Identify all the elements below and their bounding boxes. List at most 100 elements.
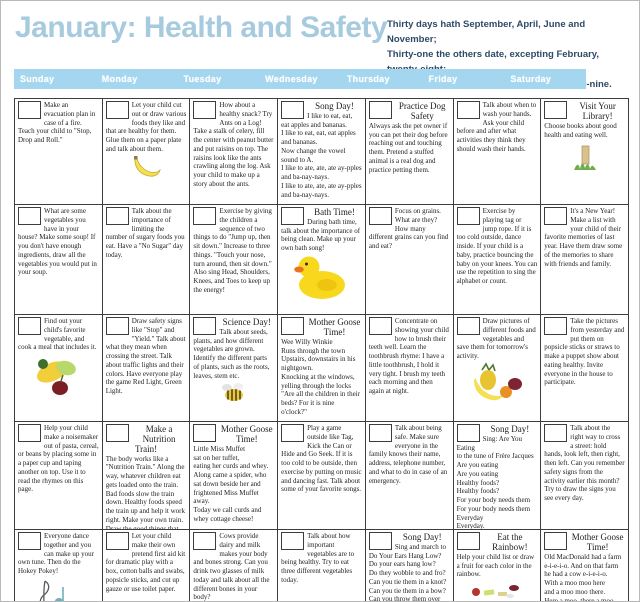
cell-activity-text: Little Miss Muffet sat on her tuffet, ea…: [193, 444, 269, 523]
date-box: [368, 207, 392, 225]
cell-activity-text: Talk about seeds, plants, and how differ…: [193, 327, 270, 380]
date-box: [105, 207, 129, 225]
calendar-cell: Take the pictures from yesterday and put…: [541, 315, 629, 422]
bee-icon: [193, 381, 274, 405]
calendar-cell: Mother Goose Time! Little Miss Muffet sat…: [190, 422, 279, 530]
calendar-cell: Make a Nutrition Train! The body works li…: [102, 422, 191, 530]
cell-activity-text: How about a healthy snack? Try Ants on a…: [193, 101, 274, 188]
cell-activity-text: Take the pictures from yesterday and put…: [544, 317, 625, 387]
cell-activity-text: Let your child cut out or draw various f…: [105, 101, 187, 153]
calendar-grid: Make an evacuation plan in case of a fir…: [14, 98, 629, 602]
date-box: [193, 532, 217, 550]
fruits-icon: [457, 362, 538, 406]
date-box: [544, 317, 568, 335]
date-box: [281, 101, 305, 119]
calendar-cell: Make an evacuation plan in case of a fir…: [15, 99, 103, 205]
date-box: [18, 532, 41, 550]
cell-activity-text: Sing and march to Do Your Ears Hang Low?…: [368, 542, 447, 602]
date-box: [456, 101, 480, 119]
date-box: [544, 532, 568, 550]
date-box: [105, 424, 129, 442]
date-box: [368, 532, 392, 550]
date-box: [18, 101, 41, 119]
cell-activity-text: During bath time, talk about the importa…: [281, 217, 361, 253]
cell-activity-text: Draw pictures of different foods and veg…: [456, 317, 536, 360]
cell-activity-text: Find out your child's favorite vegetable…: [18, 317, 97, 352]
date-box: [544, 207, 568, 225]
calendar-cell: Find out your child's favorite vegetable…: [15, 315, 103, 422]
calendar-cell: Visit Your Library! Choose books about go…: [541, 99, 629, 205]
cell-activity-text: Everyone dance together and you can make…: [18, 532, 94, 575]
calendar-cell: Help your child make a noisemaker out of…: [15, 422, 103, 530]
calendar-cell: Cows provide dairy and milk makes your b…: [190, 530, 279, 601]
date-box: [281, 424, 305, 442]
cell-activity-text: Talk about being safe. Make sure everyon…: [368, 424, 448, 485]
cell-title: Song Day!: [490, 424, 530, 434]
weekday-label-wednesday: Wednesday: [265, 74, 318, 84]
calendar-cell: Practice Dog Safety Always ask the pet ow…: [365, 99, 454, 205]
library-plant-icon: [544, 140, 625, 172]
calendar-cell: Mother Goose Time! Wee Willy Winkie Runs …: [278, 315, 366, 422]
date-box: [281, 532, 305, 550]
cell-title: Practice Dog Safety: [398, 101, 446, 121]
banana-icon: [106, 155, 187, 179]
cell-activity-text: Choose books about good health and eatin…: [544, 121, 617, 139]
cell-activity-text: Exercise by playing tag or jump rope. If…: [456, 207, 538, 285]
cell-activity-text: I like to eat, eat, eat apples and banan…: [281, 111, 362, 199]
weekday-label-tuesday: Tuesday: [183, 74, 222, 84]
weekday-header-row: Sunday Monday Tuesday Wednesday Thursday…: [14, 69, 586, 89]
calendar-cell: Talk about when to wash your hands. Ask …: [453, 99, 542, 205]
cell-title: Visit Your Library!: [579, 101, 616, 121]
cell-title: Mother Goose Time!: [220, 424, 273, 444]
calendar-cell: Song Day! Sing: Are You Eating to the tun…: [453, 422, 542, 530]
cell-activity-text: Talk about the right way to cross a stre…: [544, 424, 625, 502]
calendar-cell: Play a game outside like Tag, Kick the C…: [278, 422, 366, 530]
date-box: [368, 424, 392, 442]
rubber-duck-icon: [281, 254, 362, 300]
cell-title: Eat the Rainbow!: [492, 532, 528, 552]
date-box: [18, 424, 41, 442]
date-box: [456, 532, 480, 550]
weekday-label-friday: Friday: [428, 74, 458, 84]
date-box: [18, 317, 41, 335]
calendar-cell: Concentrate on showing your child how to…: [365, 315, 454, 422]
weekday-label-saturday: Saturday: [510, 74, 552, 84]
date-box: [18, 207, 41, 225]
cell-activity-text: The body works like a "Nutrition Train."…: [105, 454, 186, 530]
calendar-cell: Mother Goose Time! Old MacDonald had a fa…: [541, 530, 629, 602]
weekday-label-thursday: Thursday: [346, 74, 390, 84]
calendar-cell: It's a New Year! Make a list with your c…: [541, 205, 629, 315]
calendar-cell: Song Day! Sing and march to Do Your Ears …: [366, 530, 454, 602]
date-box: [193, 101, 217, 119]
cell-activity-text: Talk about how important vegetables are …: [281, 532, 355, 584]
calendar-cell: Let your child cut out or draw various f…: [102, 99, 191, 205]
date-box: [105, 317, 129, 335]
calendar-cell: How about a healthy snack? Try Ants on a…: [190, 99, 279, 205]
cell-activity-text: Wee Willy Winkie Runs through the town U…: [281, 337, 360, 416]
vegetables-icon: [18, 353, 99, 399]
cell-activity-text: Draw safety signs like "Stop" and "Yield…: [105, 317, 186, 395]
date-box: [544, 424, 568, 442]
foods-icon: [457, 580, 538, 601]
date-box: [105, 101, 129, 119]
calendar-cell: Talk about the importance of limiting th…: [102, 205, 191, 315]
calendar-cell: Bath Time! During bath time, talk about t…: [278, 205, 366, 315]
calendar-cell: Let your child make their own pretend fi…: [103, 530, 191, 601]
date-box: [456, 207, 480, 225]
date-box: [193, 317, 217, 335]
calendar-cell: Talk about being safe. Make sure everyon…: [365, 422, 454, 530]
date-box: [544, 101, 568, 119]
cell-activity-text: Help your child list or draw a fruit for…: [456, 552, 535, 579]
cell-activity-text: Talk about when to wash your hands. Ask …: [456, 101, 537, 153]
cell-activity-text: Sing: Are You Eating to the tune of Frèr…: [456, 434, 534, 530]
calendar-cell: Exercise by playing tag or jump rope. If…: [453, 205, 542, 315]
cell-activity-text: Focus on grains. What are they? How many…: [368, 207, 449, 250]
cell-title: Mother Goose Time!: [308, 317, 361, 337]
cell-activity-text: Play a game outside like Tag, Kick the C…: [281, 424, 362, 494]
calendar-cell: What are some vegetables you have in you…: [15, 205, 103, 315]
cell-activity-text: Help your child make a noisemaker out of…: [18, 424, 99, 494]
cell-activity-text: Old MacDonald had a farm e-i-e-i-o. And …: [544, 552, 622, 602]
calendar-cell: Eat the Rainbow! Help your child list or …: [454, 530, 542, 601]
cell-title: Bath Time!: [314, 207, 355, 217]
